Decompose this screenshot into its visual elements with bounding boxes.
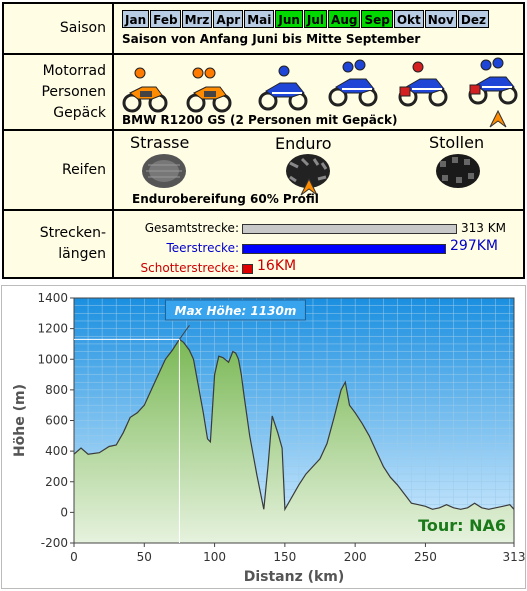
x-tick-label: 100 bbox=[203, 550, 226, 564]
strecken-content: Gesamtstrecke: 313 KM Teerstrecke: 297KM… bbox=[116, 211, 523, 277]
elevation-chart-frame: -200 0 200 400 600 800 1000 1200 1400 0 50 100 150 20… bbox=[1, 285, 526, 589]
y-tick-label: -200 bbox=[41, 536, 68, 550]
annotation-pointer bbox=[179, 325, 190, 340]
strecken-label: Strecken- längen bbox=[4, 211, 114, 277]
moto-option-2[interactable] bbox=[186, 67, 232, 113]
saison-content: Jan Feb Mrz Apr Mai Jun Jul Aug Sep Okt Nov Dez Sai… bbox=[116, 4, 523, 53]
x-tick-label: 0 bbox=[70, 550, 78, 564]
tour-info-panel: Saison Jan Feb Mrz Apr Mai Jun Jul Aug Sep Okt Nov… bbox=[2, 2, 525, 279]
motorrad-row: Motorrad Personen Gepäck bbox=[4, 53, 523, 129]
strecke-bar-schotter bbox=[242, 264, 253, 274]
tire-label-enduro: Enduro bbox=[275, 134, 332, 153]
month-apr: Apr bbox=[213, 10, 244, 28]
y-tick-label: 1200 bbox=[37, 322, 68, 336]
max-height-annotation: Max Höhe: 1130m bbox=[175, 304, 297, 318]
strecke-value-gesamt: 313 KM bbox=[461, 221, 506, 235]
month-mrz: Mrz bbox=[181, 10, 213, 28]
month-aug: Aug bbox=[328, 10, 361, 28]
x-tick-label: 200 bbox=[344, 550, 367, 564]
tire-selected-arrow-icon bbox=[300, 177, 318, 196]
x-tick-label: 313 bbox=[503, 550, 525, 564]
month-mai: Mai bbox=[244, 10, 275, 28]
month-sep: Sep bbox=[361, 10, 393, 28]
y-axis-label: Höhe (m) bbox=[12, 384, 28, 457]
moto-option-6-selected[interactable] bbox=[468, 57, 518, 105]
annotation-box bbox=[164, 299, 306, 321]
elevation-area bbox=[74, 339, 514, 543]
x-tick-label: 250 bbox=[414, 550, 437, 564]
strecke-row-gesamt: Gesamtstrecke: 313 KM bbox=[116, 219, 519, 239]
month-jan: Jan bbox=[122, 10, 150, 28]
month-okt: Okt bbox=[393, 10, 424, 28]
y-tick-label: 400 bbox=[45, 444, 68, 458]
y-tick-label: 1400 bbox=[37, 291, 68, 305]
reifen-label: Reifen bbox=[4, 131, 114, 209]
reifen-description: Endurobereifung 60% Profil bbox=[132, 192, 319, 206]
moto-option-1[interactable] bbox=[122, 67, 168, 113]
y-tick-label: 800 bbox=[45, 383, 68, 397]
strecken-row: Strecken- längen Gesamtstrecke: 313 KM T… bbox=[4, 209, 523, 277]
month-feb: Feb bbox=[150, 10, 181, 28]
x-axis-label: Distanz (km) bbox=[244, 569, 345, 585]
motorrad-description: BMW R1200 GS (2 Personen mit Gepäck) bbox=[122, 113, 398, 127]
y-tick-label: 600 bbox=[45, 414, 68, 428]
moto-option-5[interactable] bbox=[398, 61, 448, 107]
moto-selected-arrow-icon bbox=[489, 109, 507, 128]
strecke-bar-teer bbox=[242, 244, 446, 254]
month-nov: Nov bbox=[424, 10, 457, 28]
saison-label: Saison bbox=[4, 4, 114, 53]
reifen-content: Strasse Enduro Stollen Endurobereifu bbox=[116, 131, 523, 209]
elevation-line bbox=[73, 338, 515, 512]
tire-stollen-icon[interactable] bbox=[428, 151, 488, 191]
month-strip: Jan Feb Mrz Apr Mai Jun Jul Aug Sep Okt Nov Dez bbox=[122, 10, 489, 28]
strecke-row-teer: Teerstrecke: 297KM bbox=[116, 238, 519, 259]
moto-option-4[interactable] bbox=[328, 59, 378, 107]
motorrad-options bbox=[122, 57, 518, 113]
x-tick-label: 50 bbox=[137, 550, 152, 564]
strecke-label-schotter: Schotterstrecke: bbox=[140, 261, 239, 275]
motorrad-content: BMW R1200 GS (2 Personen mit Gepäck) bbox=[116, 55, 523, 129]
strecke-row-schotter: Schotterstrecke: 16KM bbox=[116, 258, 519, 279]
strecke-label-gesamt: Gesamtstrecke: bbox=[144, 221, 239, 235]
y-tick-label: 200 bbox=[45, 475, 68, 489]
tire-label-stollen: Stollen bbox=[429, 133, 485, 152]
x-tick-label: 150 bbox=[273, 550, 296, 564]
strecke-value-schotter: 16KM bbox=[257, 258, 297, 274]
tire-label-strasse: Strasse bbox=[130, 133, 190, 152]
strecke-value-teer: 297KM bbox=[450, 238, 498, 254]
y-tick-label: 0 bbox=[60, 505, 68, 519]
strecke-bar-gesamt bbox=[242, 224, 457, 234]
moto-option-3[interactable] bbox=[258, 65, 308, 111]
tire-strasse-icon[interactable] bbox=[134, 151, 194, 191]
motorrad-label: Motorrad Personen Gepäck bbox=[4, 55, 114, 129]
reifen-row: Reifen Strasse Enduro Stollen bbox=[4, 129, 523, 209]
strecke-label-teer: Teerstrecke: bbox=[166, 241, 239, 255]
month-dez: Dez bbox=[457, 10, 489, 28]
tour-label: Tour: NA6 bbox=[418, 516, 506, 535]
y-tick-label: 1000 bbox=[37, 352, 68, 366]
saison-row: Saison Jan Feb Mrz Apr Mai Jun Jul Aug Sep Okt Nov… bbox=[4, 4, 523, 53]
saison-description: Saison von Anfang Juni bis Mitte Septemb… bbox=[122, 32, 421, 46]
tire-enduro-icon[interactable] bbox=[278, 151, 338, 191]
month-jul: Jul bbox=[303, 10, 328, 28]
month-jun: Jun bbox=[275, 10, 303, 28]
